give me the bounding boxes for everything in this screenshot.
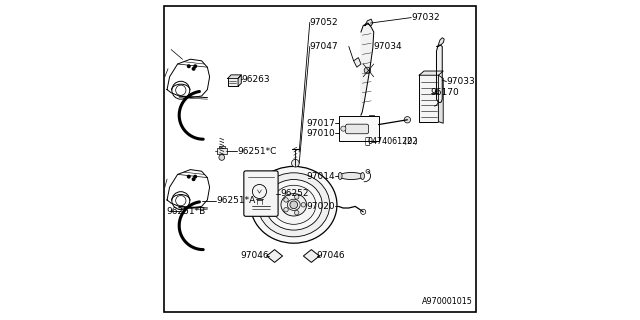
Circle shape <box>292 159 300 167</box>
Bar <box>219 146 225 148</box>
Ellipse shape <box>361 172 365 180</box>
Polygon shape <box>361 23 374 115</box>
Text: 97034: 97034 <box>374 42 403 51</box>
Text: 0474061202: 0474061202 <box>368 137 419 146</box>
Ellipse shape <box>287 199 300 211</box>
Text: Ⓢ: Ⓢ <box>364 137 369 146</box>
Ellipse shape <box>272 185 316 224</box>
Circle shape <box>364 67 371 74</box>
Ellipse shape <box>338 172 342 180</box>
Text: 97017: 97017 <box>307 119 335 128</box>
Text: 97032: 97032 <box>412 13 440 22</box>
Text: 96251*C: 96251*C <box>237 147 277 156</box>
FancyBboxPatch shape <box>346 124 369 134</box>
Polygon shape <box>419 71 443 75</box>
Bar <box>359 116 364 121</box>
Polygon shape <box>303 250 319 262</box>
Polygon shape <box>228 75 241 78</box>
Bar <box>419 75 438 122</box>
Polygon shape <box>436 45 442 102</box>
Circle shape <box>301 203 306 207</box>
Polygon shape <box>365 19 372 26</box>
Circle shape <box>188 65 190 68</box>
Text: 97010: 97010 <box>307 129 335 138</box>
Circle shape <box>341 126 346 131</box>
Circle shape <box>294 211 299 215</box>
Ellipse shape <box>339 172 364 180</box>
Text: 96252: 96252 <box>280 189 308 198</box>
Text: 97046: 97046 <box>241 252 269 260</box>
Polygon shape <box>436 38 444 46</box>
Text: 96251*B: 96251*B <box>166 207 205 216</box>
Circle shape <box>219 155 225 160</box>
Text: 96263: 96263 <box>242 75 270 84</box>
Text: 97014: 97014 <box>307 172 335 180</box>
Circle shape <box>188 175 190 178</box>
Polygon shape <box>267 250 283 262</box>
Circle shape <box>294 195 299 199</box>
Circle shape <box>194 65 196 68</box>
Text: 96251*A: 96251*A <box>216 196 255 205</box>
Circle shape <box>194 175 196 178</box>
Bar <box>339 116 379 141</box>
Polygon shape <box>438 75 443 123</box>
Text: (2 ): (2 ) <box>404 137 417 146</box>
Circle shape <box>290 201 298 209</box>
Circle shape <box>284 207 288 212</box>
Ellipse shape <box>265 180 323 230</box>
Text: 97052: 97052 <box>310 18 339 27</box>
Ellipse shape <box>281 194 307 216</box>
Circle shape <box>284 198 288 202</box>
Text: 97020: 97020 <box>307 202 335 211</box>
Polygon shape <box>238 75 241 86</box>
Bar <box>369 115 374 119</box>
Text: A970001015: A970001015 <box>422 297 472 306</box>
Text: 97047: 97047 <box>310 42 339 51</box>
Ellipse shape <box>258 173 330 237</box>
Text: 97046: 97046 <box>317 252 346 260</box>
Bar <box>228 78 238 86</box>
Circle shape <box>192 178 195 180</box>
FancyBboxPatch shape <box>216 148 227 154</box>
Circle shape <box>404 116 411 123</box>
Text: 97033: 97033 <box>447 77 475 86</box>
Ellipse shape <box>250 166 337 243</box>
Polygon shape <box>354 58 361 67</box>
Circle shape <box>192 68 195 70</box>
FancyBboxPatch shape <box>244 171 278 216</box>
Text: 96170: 96170 <box>431 88 460 97</box>
